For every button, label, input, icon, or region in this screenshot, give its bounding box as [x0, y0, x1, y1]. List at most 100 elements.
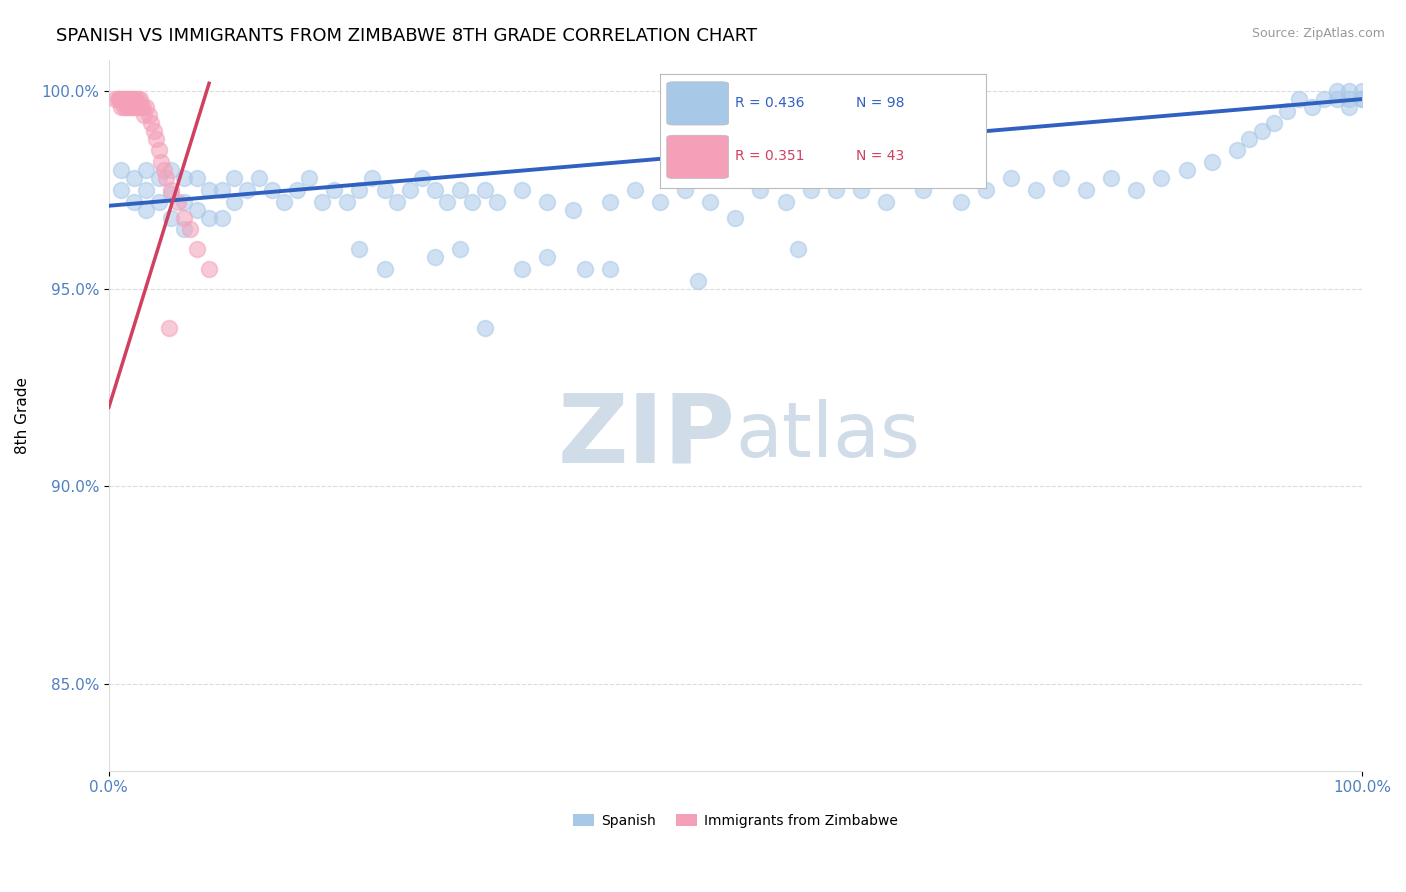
- Point: [110, 92, 132, 106]
- Point: [112, 92, 135, 106]
- Point: [1275, 103, 1298, 118]
- Point: [686, 274, 709, 288]
- Point: [449, 242, 471, 256]
- Point: [122, 92, 145, 106]
- Point: [1339, 84, 1361, 98]
- Point: [121, 92, 143, 106]
- Point: [122, 171, 145, 186]
- Point: [173, 171, 195, 186]
- Point: [673, 183, 696, 197]
- Point: [474, 321, 496, 335]
- Point: [724, 211, 747, 225]
- Point: [155, 171, 177, 186]
- Point: [486, 194, 509, 209]
- Point: [787, 242, 810, 256]
- Point: [411, 171, 433, 186]
- Point: [298, 171, 321, 186]
- Point: [1339, 92, 1361, 106]
- Point: [1150, 171, 1173, 186]
- Point: [108, 92, 131, 106]
- Point: [120, 100, 142, 114]
- Point: [127, 92, 149, 106]
- Point: [112, 100, 135, 114]
- Point: [211, 183, 233, 197]
- Point: [423, 250, 446, 264]
- Point: [1076, 183, 1098, 197]
- Point: [599, 262, 621, 277]
- Point: [1250, 124, 1272, 138]
- Point: [120, 92, 142, 106]
- Point: [398, 183, 420, 197]
- Text: SPANISH VS IMMIGRANTS FROM ZIMBABWE 8TH GRADE CORRELATION CHART: SPANISH VS IMMIGRANTS FROM ZIMBABWE 8TH …: [56, 27, 758, 45]
- Point: [157, 321, 180, 335]
- Point: [118, 92, 141, 106]
- Point: [1339, 100, 1361, 114]
- Point: [1351, 92, 1374, 106]
- Point: [323, 183, 346, 197]
- Point: [179, 222, 201, 236]
- Point: [512, 183, 534, 197]
- Point: [436, 194, 458, 209]
- Point: [153, 163, 176, 178]
- Point: [186, 242, 208, 256]
- Point: [198, 262, 221, 277]
- Point: [211, 211, 233, 225]
- Legend: Spanish, Immigrants from Zimbabwe: Spanish, Immigrants from Zimbabwe: [567, 807, 905, 835]
- Point: [160, 163, 183, 178]
- Point: [1263, 116, 1285, 130]
- Point: [775, 194, 797, 209]
- Text: Source: ZipAtlas.com: Source: ZipAtlas.com: [1251, 27, 1385, 40]
- Point: [1226, 144, 1249, 158]
- Point: [166, 194, 188, 209]
- Point: [1237, 131, 1260, 145]
- Point: [114, 92, 136, 106]
- Point: [912, 183, 935, 197]
- Point: [449, 183, 471, 197]
- Point: [824, 183, 846, 197]
- Point: [135, 202, 157, 217]
- Point: [148, 171, 170, 186]
- Text: atlas: atlas: [735, 400, 921, 474]
- Point: [561, 202, 583, 217]
- Point: [512, 262, 534, 277]
- Point: [108, 92, 131, 106]
- Point: [122, 100, 145, 114]
- Point: [285, 183, 308, 197]
- Point: [1099, 171, 1122, 186]
- Point: [1175, 163, 1198, 178]
- Point: [574, 262, 596, 277]
- Point: [104, 92, 127, 106]
- Point: [1351, 84, 1374, 98]
- Point: [173, 194, 195, 209]
- Point: [336, 194, 359, 209]
- Point: [650, 194, 672, 209]
- Point: [198, 211, 221, 225]
- Point: [1351, 92, 1374, 106]
- Point: [160, 183, 183, 197]
- Point: [125, 92, 148, 106]
- Point: [160, 211, 183, 225]
- Point: [128, 100, 150, 114]
- Point: [373, 262, 395, 277]
- Point: [1301, 100, 1323, 114]
- Point: [224, 194, 246, 209]
- Point: [122, 194, 145, 209]
- Point: [135, 100, 157, 114]
- Point: [142, 124, 165, 138]
- Point: [311, 194, 333, 209]
- Point: [1000, 171, 1022, 186]
- Point: [260, 183, 283, 197]
- Point: [224, 171, 246, 186]
- Point: [624, 183, 647, 197]
- Point: [599, 194, 621, 209]
- Point: [474, 183, 496, 197]
- Point: [132, 108, 155, 122]
- Point: [1201, 155, 1223, 169]
- Point: [131, 100, 153, 114]
- Point: [138, 108, 160, 122]
- Point: [875, 194, 897, 209]
- Point: [148, 144, 170, 158]
- Y-axis label: 8th Grade: 8th Grade: [15, 376, 30, 454]
- Point: [120, 100, 142, 114]
- Point: [849, 183, 872, 197]
